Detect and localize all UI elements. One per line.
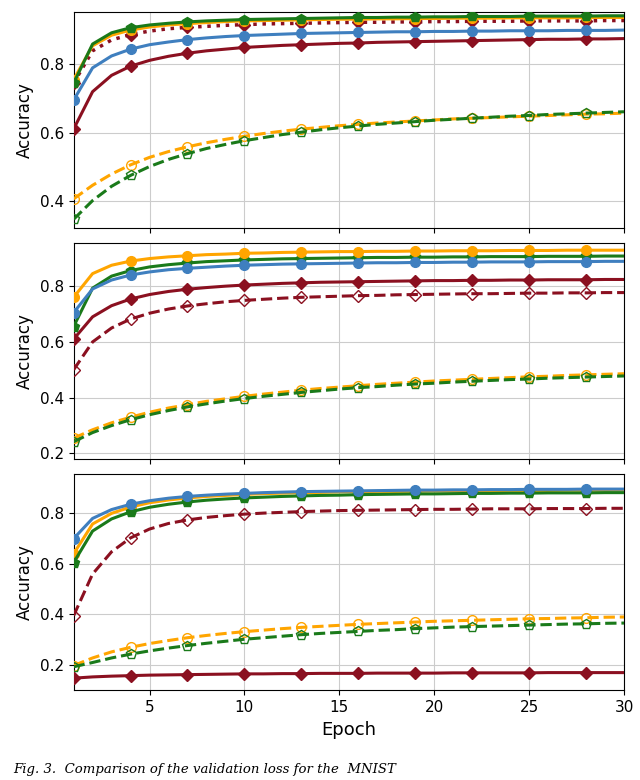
Y-axis label: Accuracy: Accuracy — [16, 82, 34, 158]
Y-axis label: Accuracy: Accuracy — [16, 544, 34, 620]
Y-axis label: Accuracy: Accuracy — [16, 313, 34, 389]
X-axis label: Epoch: Epoch — [321, 721, 376, 739]
Text: Fig. 3.  Comparison of the validation loss for the  MNIST: Fig. 3. Comparison of the validation los… — [13, 763, 396, 776]
